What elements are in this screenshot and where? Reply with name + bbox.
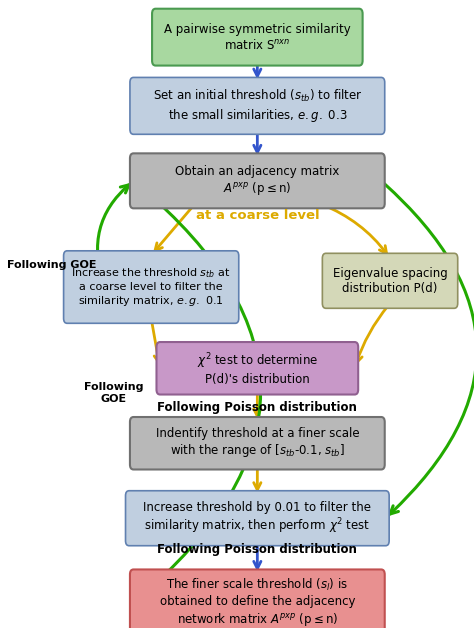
- FancyBboxPatch shape: [126, 491, 389, 546]
- FancyBboxPatch shape: [130, 153, 385, 209]
- FancyBboxPatch shape: [130, 569, 385, 636]
- Text: at a coarse level: at a coarse level: [196, 209, 319, 222]
- Text: Following Poisson distribution: Following Poisson distribution: [157, 543, 357, 556]
- Text: The finer scale threshold ($s_l$) is
obtained to define the adjacency
network ma: The finer scale threshold ($s_l$) is obt…: [160, 577, 355, 628]
- FancyBboxPatch shape: [156, 342, 358, 394]
- FancyBboxPatch shape: [152, 9, 363, 66]
- Text: Indentify threshold at a finer scale
with the range of [$s_{tb}$-0.1, $s_{tb}$]: Indentify threshold at a finer scale wit…: [155, 427, 359, 459]
- Text: Eigenvalue spacing
distribution P(d): Eigenvalue spacing distribution P(d): [333, 267, 447, 295]
- Text: Following
GOE: Following GOE: [84, 382, 143, 404]
- FancyBboxPatch shape: [130, 417, 385, 469]
- FancyBboxPatch shape: [322, 253, 458, 308]
- Text: Increase the threshold $s_{tb}$ at
a coarse level to filter the
similarity matri: Increase the threshold $s_{tb}$ at a coa…: [72, 266, 231, 308]
- Text: $\chi^2$ test to determine
P(d)'s distribution: $\chi^2$ test to determine P(d)'s distri…: [197, 351, 318, 385]
- Text: Following GOE: Following GOE: [7, 260, 96, 270]
- Text: A pairwise symmetric similarity
matrix S$^{nxn}$: A pairwise symmetric similarity matrix S…: [164, 22, 351, 52]
- Text: Set an initial threshold ($s_{tb}$) to filter
the small similarities, $e.g.$ 0.3: Set an initial threshold ($s_{tb}$) to f…: [153, 88, 362, 123]
- FancyBboxPatch shape: [130, 78, 385, 134]
- FancyBboxPatch shape: [64, 251, 239, 323]
- Text: Increase threshold by 0.01 to filter the
similarity matrix, then perform $\chi^2: Increase threshold by 0.01 to filter the…: [143, 501, 371, 536]
- Text: Following Poisson distribution: Following Poisson distribution: [157, 401, 357, 413]
- Text: Obtain an adjacency matrix
$A^{pxp}$ (p$\leq$n): Obtain an adjacency matrix $A^{pxp}$ (p$…: [175, 165, 339, 197]
